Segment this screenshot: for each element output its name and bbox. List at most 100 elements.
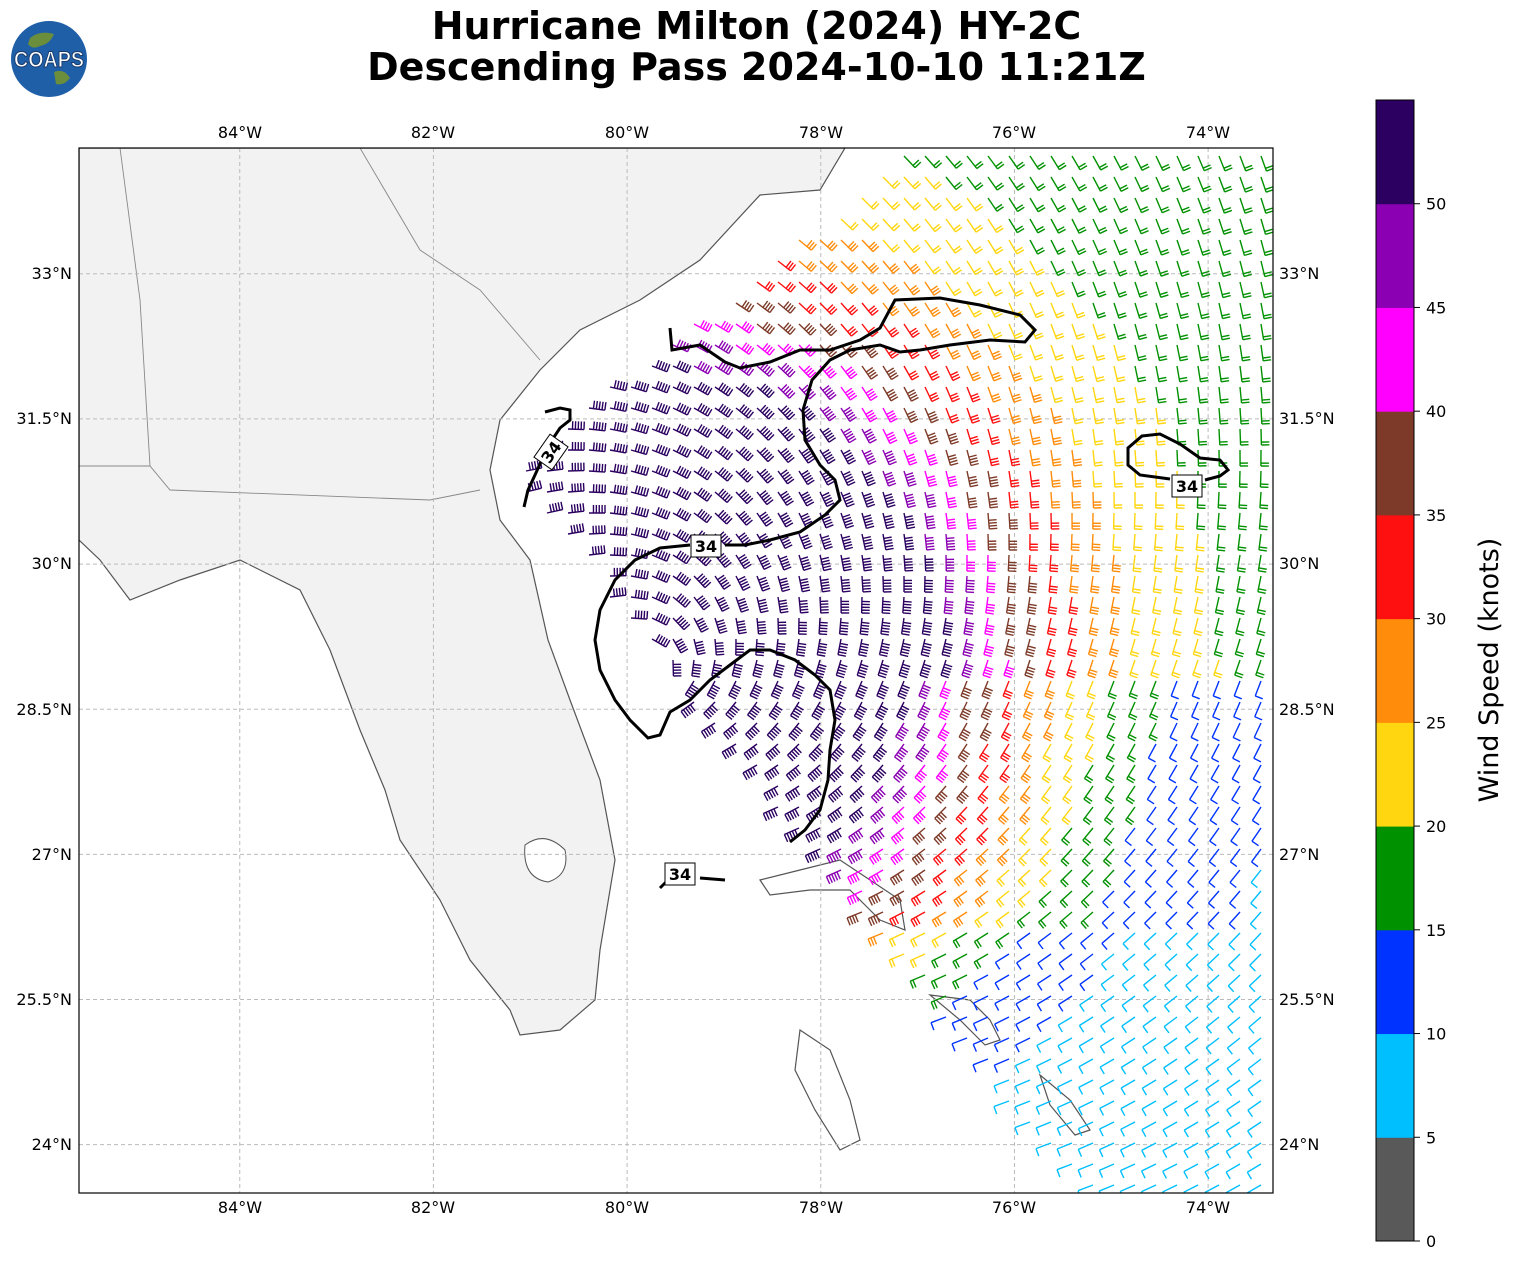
colorbar-segment (1376, 514, 1414, 620)
wind-barb (1131, 575, 1141, 594)
wind-barb (1226, 1058, 1241, 1076)
wind-barb (891, 806, 905, 825)
wind-barb (941, 638, 953, 658)
wind-barb (1134, 491, 1144, 509)
wind-barb (714, 424, 734, 439)
wind-barb (987, 239, 1004, 255)
wind-barb (1144, 911, 1157, 930)
wind-barb (1239, 428, 1249, 446)
wind-barb (1036, 1058, 1052, 1074)
wind-barb (1176, 365, 1188, 383)
wind-barb (957, 743, 971, 763)
wind-barb (819, 449, 836, 465)
wind-barb (630, 380, 650, 393)
wind-barb (1233, 701, 1242, 721)
wind-barb (1252, 785, 1262, 805)
wind-barb (1134, 239, 1149, 256)
wind-barb (1134, 407, 1146, 425)
wind-barb (703, 701, 719, 720)
colorbar-segment (1376, 722, 1414, 827)
wind-barb (1050, 491, 1061, 509)
wind-barb (987, 155, 1005, 170)
wind-barb (861, 512, 875, 530)
wind-barb (1110, 596, 1121, 615)
wind-barb (1113, 344, 1126, 362)
wind-barb (940, 659, 953, 679)
lat-label-left-24: 24°N (32, 1135, 72, 1154)
wind-barb (1229, 890, 1241, 909)
wind-barb (798, 239, 817, 251)
colorbar-segment (1376, 203, 1414, 308)
wind-barb (987, 386, 1002, 403)
wind-barb (987, 281, 1004, 297)
wind-barb (788, 722, 803, 742)
wind-barb (1071, 470, 1082, 488)
wind-barb (1228, 911, 1241, 930)
wind-barb (1092, 197, 1108, 213)
wind-barb (798, 533, 813, 550)
wind-barb (861, 260, 880, 274)
wind-barb (1212, 701, 1221, 721)
lat-label-left-28-5: 28.5°N (16, 700, 72, 719)
wind-barb (1212, 680, 1221, 700)
wind-barb (861, 365, 879, 380)
wind-barb (756, 300, 776, 314)
wind-barb (895, 722, 909, 742)
wind-barb (1077, 1100, 1094, 1116)
wind-barb (924, 344, 941, 360)
wind-barb (1100, 953, 1115, 971)
wind-barb (882, 470, 897, 487)
wind-barb (798, 448, 816, 464)
wind-barb (924, 554, 934, 572)
bahamas-island-1 (759, 859, 906, 931)
wind-barb (1247, 1058, 1262, 1076)
wind-barb (1206, 995, 1220, 1013)
wind-barb (987, 197, 1004, 212)
wind-barb (1246, 1184, 1262, 1193)
lon-label-top-74: 74°W (1186, 123, 1230, 142)
wind-barb (1162, 1079, 1178, 1096)
wind-barb (693, 424, 713, 438)
wind-barb (1017, 869, 1031, 888)
wind-barb (1239, 344, 1251, 362)
wind-barb (1206, 974, 1220, 993)
wind-barb (918, 680, 931, 700)
wind-barb (777, 322, 796, 335)
wind-barb (1249, 911, 1262, 930)
wind-barb (840, 302, 859, 316)
wind-barb (872, 743, 888, 763)
wind-barb (1133, 533, 1143, 552)
wind-barb (1113, 197, 1129, 214)
wind-barb (1113, 449, 1124, 467)
wind-barb (1260, 281, 1273, 299)
wind-barb (995, 890, 1010, 908)
lat-label-right-28-5: 28.5°N (1279, 700, 1335, 719)
wind-barb (714, 617, 728, 634)
wind-barb (1050, 197, 1067, 213)
wind-barb (909, 953, 926, 969)
wind-barb (1050, 176, 1067, 192)
wind-barb (1146, 806, 1157, 826)
wind-barb (939, 680, 951, 700)
wind-barb (651, 549, 671, 562)
wind-barb (861, 554, 873, 572)
wind-barb (1196, 512, 1206, 531)
wind-barb (912, 806, 926, 825)
wind-barb (672, 507, 692, 522)
wind-barb (1099, 1037, 1115, 1054)
wind-barb (1207, 890, 1220, 909)
wind-barb (959, 701, 972, 721)
wind-barb (588, 525, 606, 535)
wind-barb (828, 785, 844, 803)
wind-barb (714, 467, 734, 482)
wind-barb (966, 323, 982, 339)
wind-barb (937, 722, 950, 742)
wind-barb (1239, 281, 1252, 299)
wind-barb (1218, 239, 1232, 256)
wind-barb (693, 445, 713, 460)
wind-barb (1134, 260, 1149, 277)
wind-barb (986, 554, 996, 572)
wind-barb (804, 848, 821, 864)
wind-barb (1163, 995, 1178, 1013)
wind-barb (1161, 1184, 1178, 1193)
